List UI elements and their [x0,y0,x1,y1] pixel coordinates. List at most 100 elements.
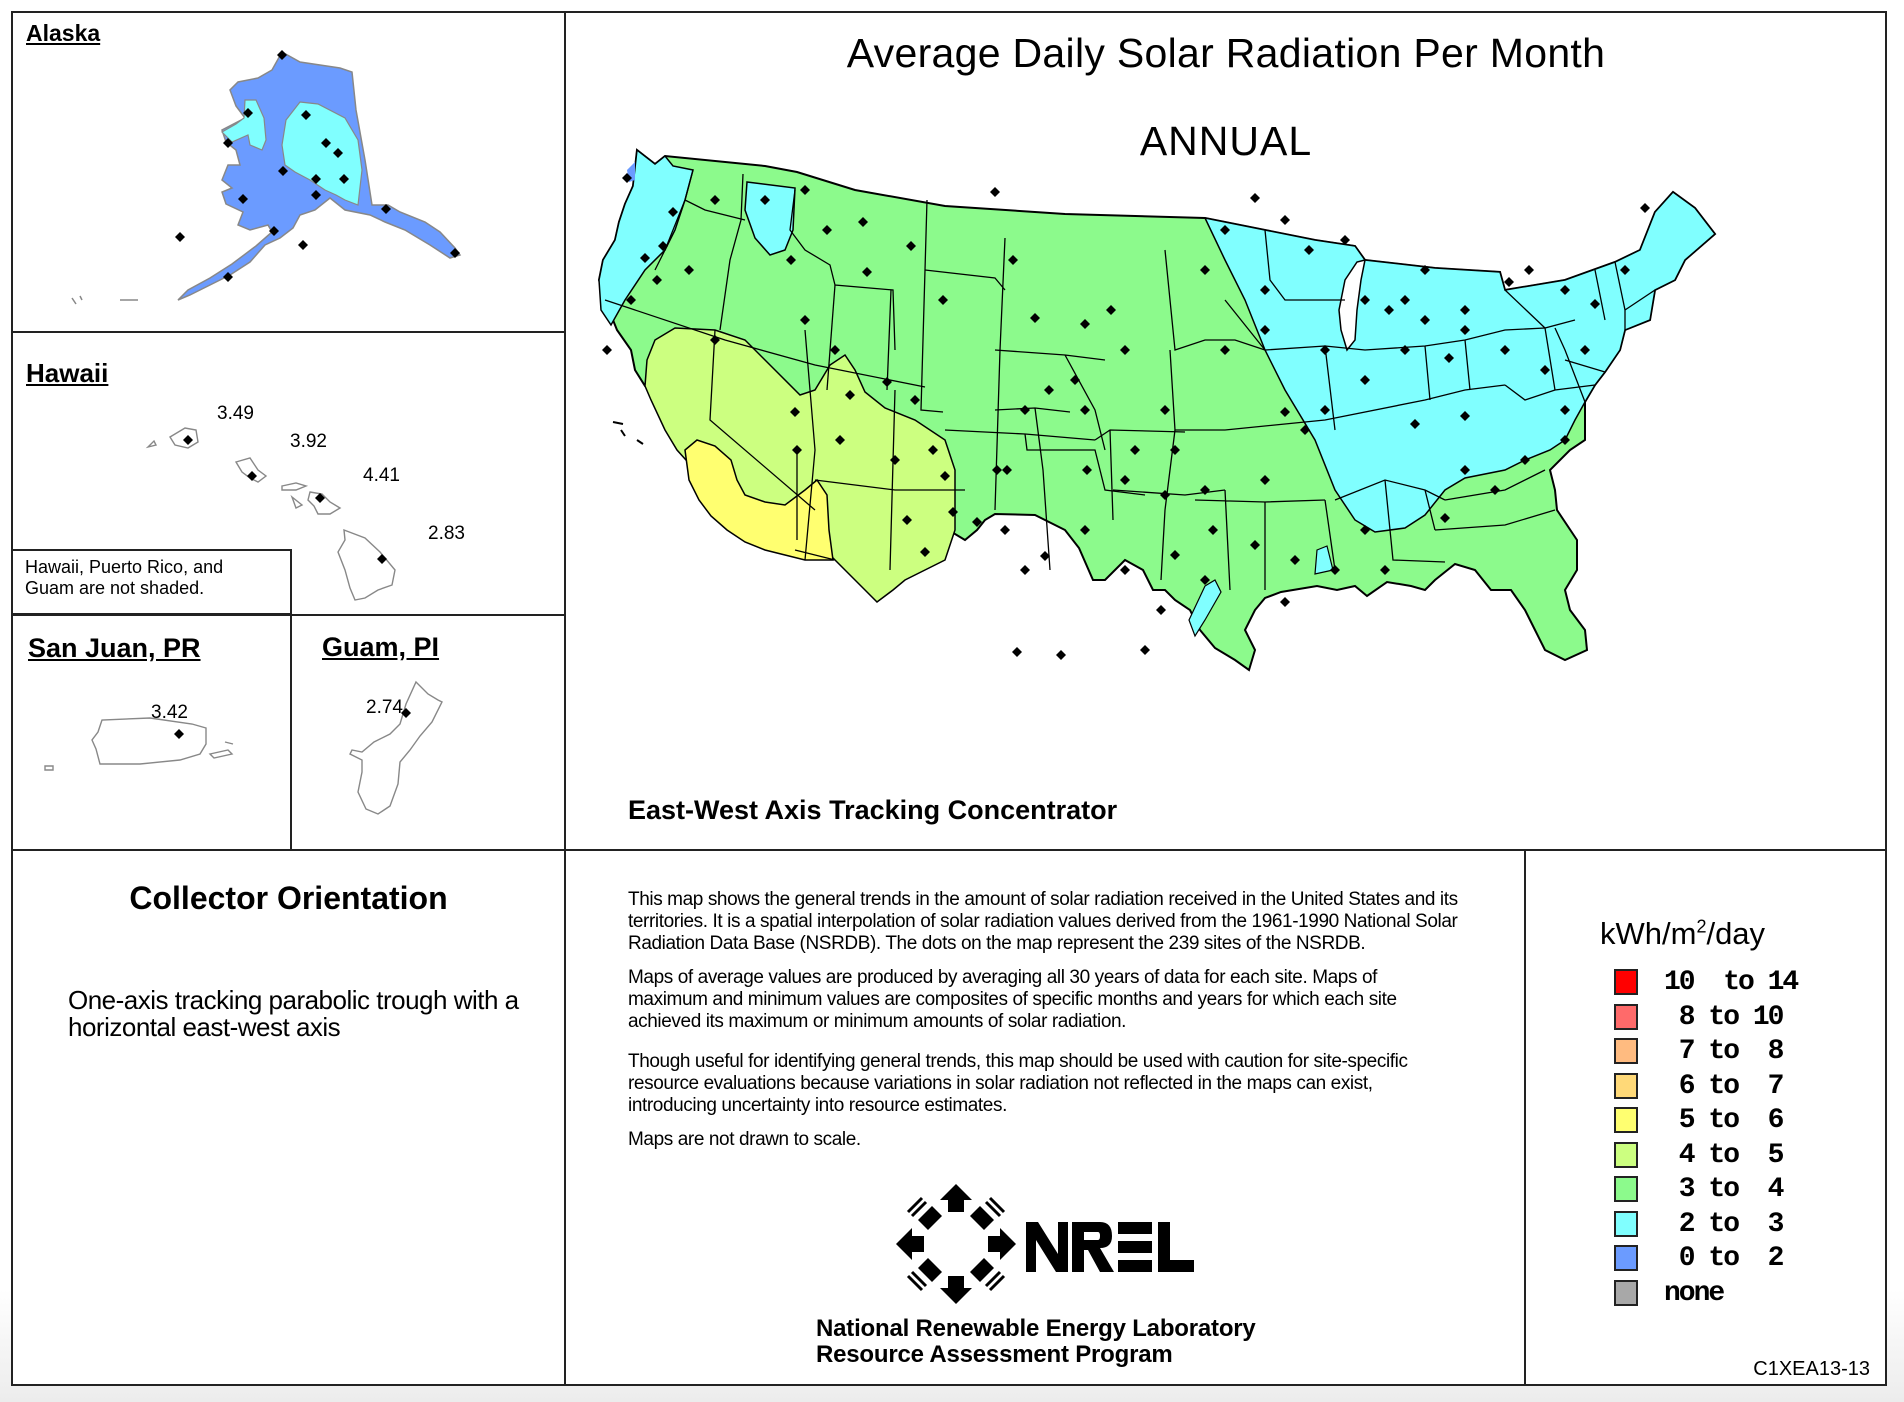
note-line: Guam are not shaded. [25,578,205,598]
site-marker [1400,345,1410,355]
site-marker [1020,565,1030,575]
site-marker [710,335,720,345]
note-line: Hawaii, Puerto Rico, and [25,557,224,577]
us-zone-5-6 [684,439,834,561]
legend-swatch [1614,1141,1638,1168]
site-marker [1540,365,1550,375]
san-juan-site-marker [174,729,184,739]
site-marker [928,445,938,455]
hawaii-site-markers [183,435,387,564]
description-paragraph: Maps are not drawn to scale. [628,1129,861,1150]
site-marker [1590,299,1600,309]
site-marker [1080,525,1090,535]
site-marker [1280,597,1290,607]
site-value-guam: 2.74 [366,697,403,718]
us-zone-2-3-northeast [1203,190,1717,533]
legend-swatch [1614,1072,1638,1099]
divider-bottom-row [11,849,1887,851]
unit-prefix: kWh/m [1600,916,1697,951]
site-marker [1220,345,1230,355]
description-paragraph: Maps of average values are produced by a… [628,967,1397,1032]
site-marker [1500,345,1510,355]
divider-left-column [564,11,566,1386]
site-marker [1080,319,1090,329]
site-marker [1524,265,1534,275]
big-island-outline [337,528,396,601]
site-marker [792,445,802,455]
site-marker [1170,445,1180,455]
us-zone-2-3-pacific-nw [598,148,694,327]
site-marker [830,345,840,355]
site-marker [1200,265,1210,275]
san-juan-label: San Juan, PR [28,633,201,663]
unshaded-note: Hawaii, Puerto Rico, and Guam are not sh… [11,549,292,615]
site-marker [1360,295,1370,305]
site-marker [1200,575,1210,585]
legend-label: 0 to 2 [1664,1243,1785,1274]
program-name: Resource Assessment Program [816,1341,1173,1368]
site-marker [1260,285,1270,295]
site-marker [602,345,612,355]
site-marker [1260,475,1270,485]
map-code: C1XEA13-13 [1753,1358,1870,1380]
site-value-oahu: 3.92 [290,431,327,452]
legend-label: none [1664,1277,1725,1309]
site-value-kauai: 3.49 [217,403,254,424]
site-marker [938,295,948,305]
site-marker [822,225,832,235]
site-marker [906,241,916,251]
legend-unit: kWh/m2/day [1600,916,1765,952]
site-marker [1560,285,1570,295]
collector-description: One-axis tracking parabolic trough with … [68,987,548,1041]
site-marker [1320,405,1330,415]
site-marker [1140,645,1150,655]
site-marker [1250,540,1260,550]
alaska-zone-2-3-west [221,99,267,151]
legend-label: 7 to 8 [1664,1036,1785,1067]
site-marker [1504,277,1514,287]
collector-title: Collector Orientation [129,880,448,916]
us-zone-2-3-texas-coast [1188,579,1222,638]
legend-swatch [1614,1107,1638,1133]
site-marker [1460,325,1470,335]
site-marker [1008,255,1018,265]
site-marker [1360,525,1370,535]
lake-michigan [1338,258,1366,352]
hawaii-label: Hawaii [26,358,109,388]
site-marker [1106,305,1116,315]
site-marker [1012,647,1022,657]
site-marker [1030,313,1040,323]
legend-label: 5 to 6 [1664,1105,1785,1136]
legend-label: 2 to 3 [1664,1208,1785,1240]
guam-outline [349,680,443,815]
kauai-outline [169,427,199,449]
site-marker [990,187,1000,197]
legend-label: 4 to 5 [1664,1139,1785,1171]
unit-sup: 2 [1696,916,1707,937]
legend-label: 6 to 7 [1664,1070,1785,1102]
site-marker [1080,405,1090,415]
divider-hawaii [11,614,565,616]
site-marker [1444,353,1454,363]
state-borders [604,169,1656,591]
site-marker [1200,485,1210,495]
site-marker [1300,425,1310,435]
site-marker [882,377,892,387]
site-marker [1560,435,1570,445]
site-marker [1440,513,1450,523]
site-marker [972,517,982,527]
site-marker [1290,555,1300,565]
site-marker [835,435,845,445]
hawaii-map [145,427,396,601]
us-site-markers [602,173,1650,660]
site-marker [1220,225,1230,235]
org-name: National Renewable Energy Laboratory [816,1315,1256,1342]
site-marker [1320,345,1330,355]
site-marker [940,471,950,481]
site-marker [1056,650,1066,660]
site-marker [1156,605,1166,615]
site-marker [910,395,920,405]
map-description: This map shows the general trends in the… [628,889,1458,1163]
description-paragraph: This map shows the general trends in the… [628,889,1458,954]
site-marker [1490,485,1500,495]
